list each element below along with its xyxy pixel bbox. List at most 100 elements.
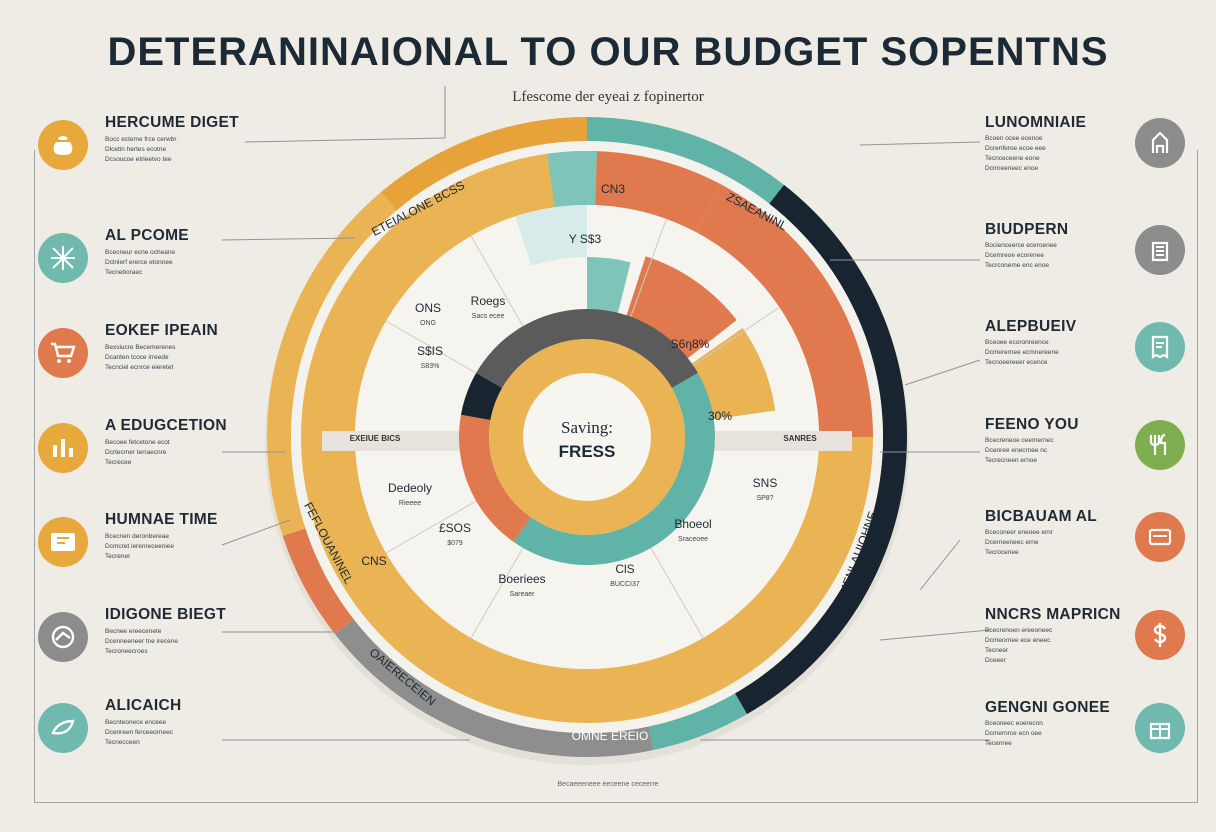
legend-card-line: Bcecneur ecne ocheane (105, 249, 176, 256)
legend-card-heading: HUMNAE TIME (105, 511, 218, 528)
legend-card-line: Tecrocenee (985, 549, 1019, 556)
gift-icon (1135, 703, 1185, 753)
segment-label-title: S6ŋ8% (671, 337, 710, 351)
legend-card-line: Dcsoucoe etrleetvo tee (105, 156, 172, 163)
car-icon (1135, 512, 1185, 562)
segment-label-title: £SOS (439, 521, 471, 535)
segment-label-title: Roegs (471, 294, 506, 308)
wallet-icon (38, 612, 88, 662)
legend-card-line: Bcecreneoe ceemernec (985, 437, 1054, 444)
legend-card-line: Becnee ereecenete (105, 628, 162, 635)
home-icon (1135, 118, 1185, 168)
segment-label-title: ONS (415, 301, 441, 315)
legend-card-line: Dcrtecmer terraecnre (105, 449, 167, 456)
leader-line (859, 141, 981, 146)
network-icon (38, 233, 88, 283)
middle-ring-segment (547, 151, 597, 208)
legend-card-line: Tecrconeme enc enoe (985, 262, 1049, 269)
legend-card-heading: GENGNI GONEE (985, 699, 1111, 716)
legend-card-text: Bexsiucre Becemerenes Dcanten tcoce irree… (105, 343, 175, 373)
legend-card-text: Bocienceerce eceroenee Dcemreoe ecorenee T… (985, 241, 1057, 271)
band-label: SANRES (783, 434, 817, 443)
clock-icon (38, 517, 88, 567)
outer-ring-label: EXIRES (864, 317, 884, 363)
divider-line (470, 532, 533, 639)
legend-card-heading: HERCUME DIGET (105, 114, 239, 131)
segment-label-title: ClS (615, 562, 634, 576)
segment-label-sub: ONG (420, 320, 436, 327)
center-label-line1: Saving: (561, 418, 613, 437)
legend-card-heading: BIUDPERN (985, 221, 1069, 238)
legend-card-line: Bcecrenoen ereeoneec (985, 627, 1053, 634)
dollar-icon (1135, 610, 1185, 660)
legend-card-text: Bocc ecteme frce cerwbr Dlcetin hertes ec… (105, 135, 177, 165)
segment-label-sub: Sacs ecee (472, 313, 505, 320)
center-disc (523, 373, 651, 501)
legend-card-line: Tecenree (985, 740, 1012, 747)
inner-wedge (515, 205, 587, 266)
food-icon (1135, 420, 1185, 470)
center-label-line2: FRESS (559, 442, 616, 461)
segment-label-sub: Sareaer (510, 591, 536, 598)
outer-ring-label: OMNE EREIO (572, 729, 649, 743)
legend-card-line: Dcenneeneer tne irecene (105, 638, 178, 645)
middle-ring-segment (595, 151, 722, 233)
legend-card-line: Dcanten tcoce irreede (105, 354, 169, 361)
legend-card-line: Dcerneeneec erne (985, 539, 1039, 546)
segment-label-title: 30% (708, 409, 732, 423)
outer-ring-segment (334, 619, 654, 757)
divider-line (385, 320, 492, 383)
legend-card-text: Bcecneur ecne ocheane Dclnlerf ererce eto… (105, 248, 175, 278)
legend-card-line: Tecnciel ecnrce eieretet (105, 364, 174, 371)
legend-card-line: Tecneboraec (105, 269, 143, 276)
legend-card-text: Bceconeer eneoee ernr Dcerneeneec erne Tec… (985, 528, 1053, 558)
legend-card-line: Dlcetin hertes ecotne (105, 146, 167, 153)
legend-card-line: Dcmerernee ecmnereene (985, 349, 1059, 356)
legend-card-line: Dcmernrce ecn oee (985, 730, 1042, 737)
legend-card-heading: BICBAUAM AL (985, 508, 1098, 525)
content-frame (34, 150, 1198, 803)
divider-line (624, 218, 667, 334)
segment-label-title: Y S$3 (569, 232, 602, 246)
segment-label-title: Bhoeol (674, 517, 711, 531)
legend-card-line: Bexsiucre Becemerenes (105, 344, 176, 351)
page-title: DETERANINAIONAL TO OUR BUDGET SOPENTNS (107, 30, 1109, 74)
legend-card-line: Bceoneec eoerecnn (985, 720, 1043, 727)
middle-ring-segment (466, 647, 708, 723)
legend-card-heading: A EDUGCETION (105, 417, 227, 434)
outer-ring-segment (587, 117, 785, 204)
legend-card-line: Becnteonece enceee (105, 719, 167, 726)
legend-card-heading: AL PCOME (105, 227, 189, 244)
legend-card-line: Dcenree enecrnee nc (985, 447, 1048, 454)
legend-card-heading: LUNOMNIAIE (985, 114, 1087, 131)
outer-ring-segment (648, 693, 747, 751)
legend-card-heading: EOKEF IPEAIN (105, 322, 218, 339)
page-subtitle: Lfescome der eyeai z fopinertor (512, 89, 704, 105)
middle-ring-segment (685, 437, 874, 697)
leader-line (244, 137, 446, 143)
legend-card-line: Dcenreen ferceeorneec (105, 729, 173, 736)
divider-line (470, 235, 533, 342)
legend-card-text: Bceoneec eoerecnn Dcmernrce ecn oee Tecenr… (985, 719, 1043, 749)
legend-card-line: Tecnceceene eone (985, 155, 1040, 162)
segment-label-sub: S83% (421, 363, 440, 370)
legend-card-line: Bcoen ocee ecenoe (985, 135, 1043, 142)
legend-card-line: Tecrecneen ernoe (985, 457, 1038, 464)
legend-card-line: Tecrener (105, 553, 131, 560)
segment-label-title: S$IS (417, 344, 443, 358)
leader-line (221, 519, 291, 546)
center-ring-segment (476, 309, 698, 388)
band-label: EXEIUE BICS (350, 434, 401, 443)
middle-ring-segment (303, 469, 489, 697)
legend-card-line: Dcrenferoe ecoe eee (985, 145, 1046, 152)
chart-icon (38, 423, 88, 473)
legend-card-line: Dceeer (985, 657, 1006, 664)
leader-line (879, 629, 991, 641)
outer-ring-segment (735, 184, 907, 715)
legend-card-text: Becnteonece enceee Dcenreen ferceeorneec T… (105, 718, 173, 748)
legend-card-text: Becoee fetcetone ecot Dcrtecmer terraecnr… (105, 438, 170, 468)
divider-line (641, 532, 704, 639)
legend-card-heading: ALICAICH (105, 697, 182, 714)
legend-card-heading: IDIGONE BIEGT (105, 606, 227, 623)
